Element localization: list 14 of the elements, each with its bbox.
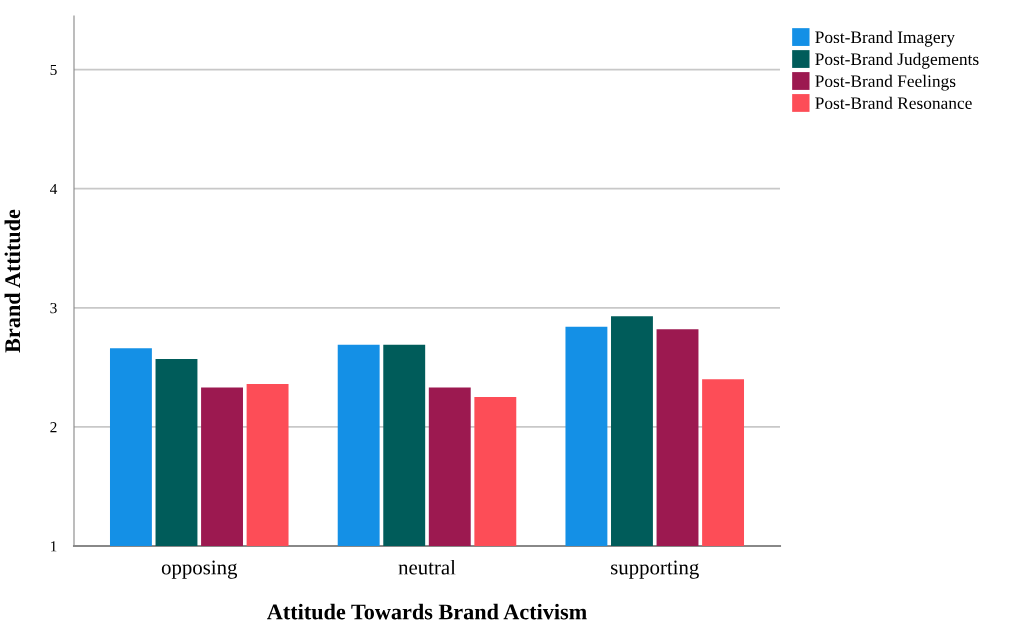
x-tick-label: neutral bbox=[398, 559, 456, 575]
legend-label: Post-Brand Judgements bbox=[815, 52, 979, 69]
y-tick-label: 3 bbox=[50, 302, 57, 314]
y-tick-label: 1 bbox=[51, 541, 57, 552]
y-tick-label: 4 bbox=[49, 183, 58, 194]
x-axis-title: Attitude Towards Brand Activism bbox=[267, 603, 587, 620]
legend-label: Post-Brand Resonance bbox=[815, 96, 972, 110]
legend-label: Post-Brand Feelings bbox=[815, 74, 956, 91]
legend-label: Post-Brand Imagery bbox=[815, 30, 955, 47]
y-axis-title: Brand Attitude bbox=[4, 209, 21, 353]
y-tick-label: 2 bbox=[50, 422, 57, 433]
x-tick-label: supporting bbox=[611, 560, 699, 579]
y-tick-label: 5 bbox=[50, 64, 57, 76]
x-tick-label: opposing bbox=[161, 560, 238, 579]
